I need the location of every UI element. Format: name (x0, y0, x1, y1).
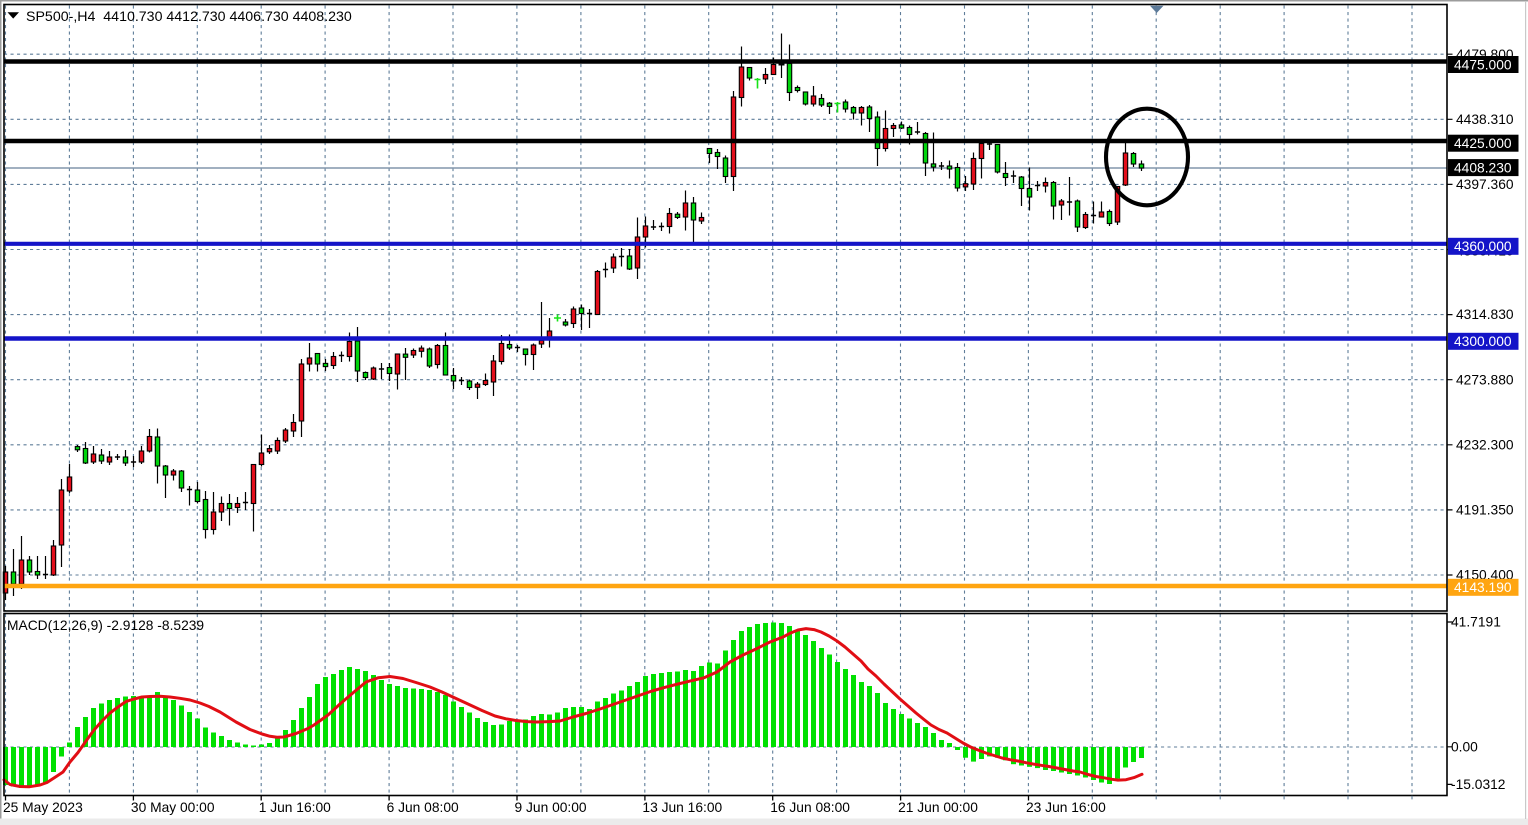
svg-text:4143.190: 4143.190 (1454, 580, 1512, 595)
svg-text:4232.300: 4232.300 (1456, 437, 1514, 452)
svg-text:9 Jun 00:00: 9 Jun 00:00 (515, 800, 587, 815)
svg-text:4425.000: 4425.000 (1454, 136, 1512, 151)
svg-text:41.7191: 41.7191 (1451, 615, 1501, 630)
svg-text:4314.830: 4314.830 (1456, 307, 1514, 322)
svg-text:25 May 2023: 25 May 2023 (3, 800, 83, 815)
svg-text:4360.000: 4360.000 (1454, 239, 1512, 254)
svg-text:1 Jun 16:00: 1 Jun 16:00 (259, 800, 331, 815)
svg-text:4475.000: 4475.000 (1454, 57, 1512, 72)
svg-text:21 Jun 00:00: 21 Jun 00:00 (898, 800, 978, 815)
svg-text:13 Jun 16:00: 13 Jun 16:00 (642, 800, 722, 815)
svg-text:4408.230: 4408.230 (1454, 160, 1512, 175)
svg-text:4191.350: 4191.350 (1456, 503, 1514, 518)
svg-text:30 May 00:00: 30 May 00:00 (131, 800, 215, 815)
svg-text:4397.360: 4397.360 (1456, 177, 1514, 192)
svg-text:4438.310: 4438.310 (1456, 112, 1514, 127)
svg-text:4300.000: 4300.000 (1454, 334, 1512, 349)
svg-text:16 Jun 08:00: 16 Jun 08:00 (770, 800, 850, 815)
svg-text:4273.880: 4273.880 (1456, 372, 1514, 387)
svg-text:0.00: 0.00 (1451, 739, 1478, 754)
svg-text:6 Jun 08:00: 6 Jun 08:00 (387, 800, 459, 815)
svg-text:23 Jun 16:00: 23 Jun 16:00 (1026, 800, 1106, 815)
svg-text:SP500-,H4 4410.730 4412.730 4: SP500-,H4 4410.730 4412.730 4406.730 440… (26, 9, 352, 25)
svg-text:-15.0312: -15.0312 (1451, 777, 1505, 792)
svg-text:MACD(12,26,9) -2.9128 -8.5239: MACD(12,26,9) -2.9128 -8.5239 (7, 618, 204, 633)
